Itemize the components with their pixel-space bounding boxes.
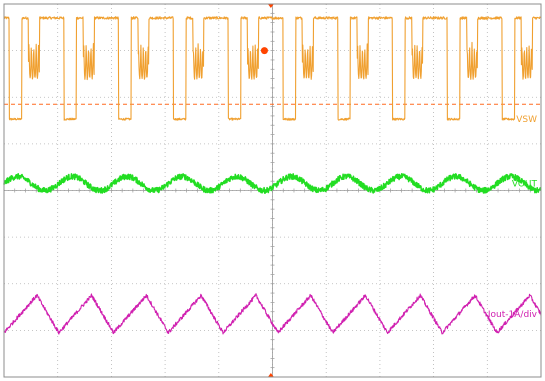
trace-vout [3, 173, 542, 194]
time-reference-top [267, 4, 274, 8]
trace-iout-1a-div [3, 293, 542, 335]
trace-label-iout-1a-div: Iout-1A/div [488, 310, 538, 320]
trace-labels: VSW VOUT Iout-1A/div [488, 115, 538, 320]
trace-label-vout: VOUT [512, 180, 538, 190]
traces [3, 16, 542, 335]
trigger-marker [260, 47, 268, 55]
plot-border [3, 3, 542, 378]
grid [4, 4, 541, 377]
markers [260, 4, 274, 377]
trace-vsw [3, 16, 542, 121]
trace-label-vsw: VSW [516, 115, 537, 125]
time-reference-bottom [267, 373, 274, 377]
